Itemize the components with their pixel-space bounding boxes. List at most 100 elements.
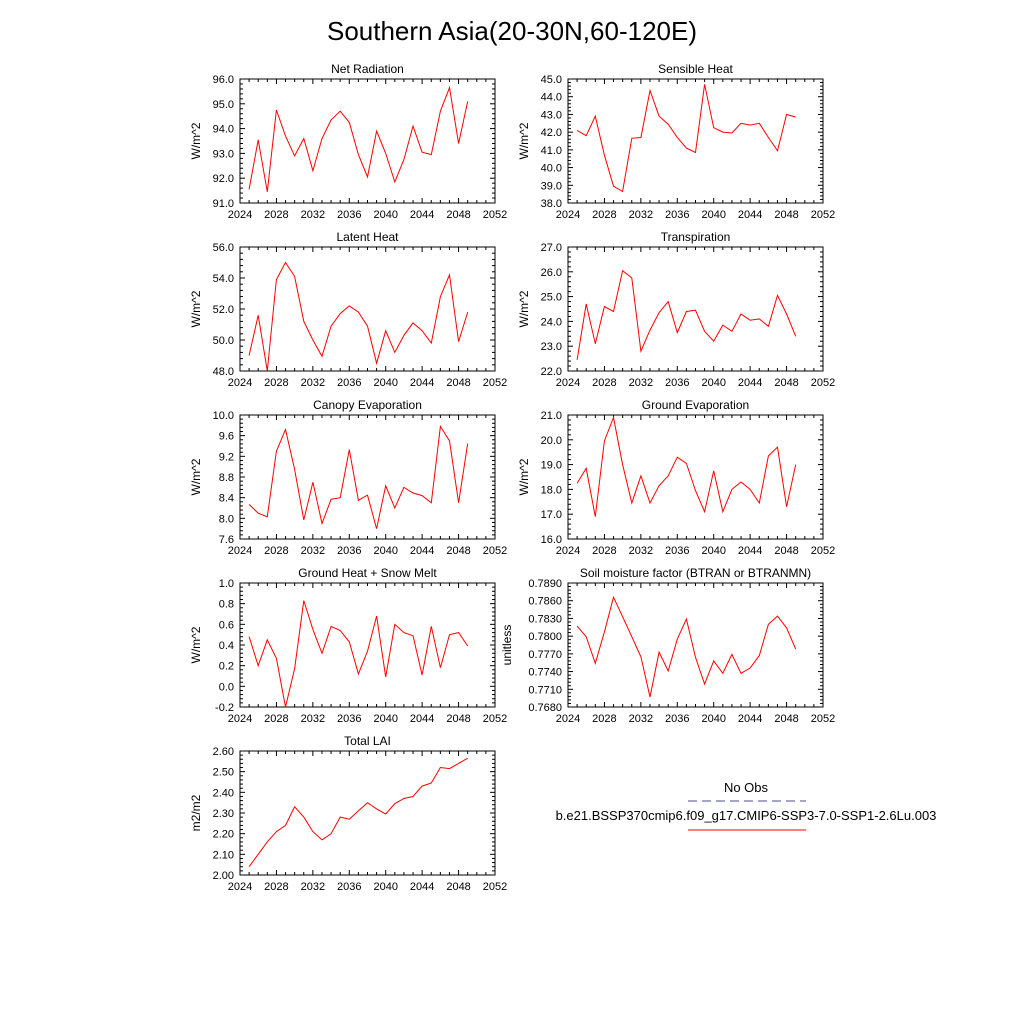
series-line — [248, 600, 469, 708]
legend: No Obs b.e21.BSSP370cmip6.f09_g17.CMIP6-… — [556, 780, 936, 831]
y-tick-label: 17.0 — [541, 509, 562, 521]
y-tick-label: 22.0 — [541, 366, 562, 378]
y-tick-label: 39.0 — [541, 180, 562, 192]
panel-sensible-heat: Sensible Heat 2024 2028 2032 2036 2040 2044 204… — [517, 62, 835, 221]
y-tick-label: 0.8 — [219, 599, 234, 611]
series-line — [576, 269, 797, 360]
x-tick-label: 2024 — [556, 713, 580, 725]
x-tick-label: 2052 — [483, 545, 507, 557]
x-tick-label: 2040 — [373, 545, 397, 557]
y-tick-label: 27.0 — [541, 242, 562, 254]
y-tick-label: 21.0 — [541, 410, 562, 422]
x-tick-label: 2032 — [629, 545, 653, 557]
y-axis-label: W/m^2 — [517, 290, 531, 327]
y-tick-label: 0.7770 — [528, 649, 562, 661]
y-tick-label: 1.0 — [219, 578, 234, 590]
panel-ground-heat-snow-melt: Ground Heat + Snow Melt 2024 2028 2032 2036 2… — [189, 566, 507, 725]
y-tick-label: 52.0 — [213, 304, 234, 316]
y-tick-label: 16.0 — [541, 534, 562, 546]
x-tick-label: 2036 — [337, 545, 361, 557]
y-tick-label: 50.0 — [213, 335, 234, 347]
series-line — [248, 757, 468, 867]
y-tick-label: 25.0 — [541, 292, 562, 304]
x-tick-label: 2048 — [774, 209, 798, 221]
x-tick-label: 2036 — [337, 713, 361, 725]
x-tick-label: 2044 — [738, 377, 762, 389]
y-tick-label: 43.0 — [541, 109, 562, 121]
y-axis-label: W/m^2 — [517, 458, 531, 495]
x-tick-label: 2040 — [373, 881, 397, 893]
x-tick-label: 2048 — [774, 377, 798, 389]
x-tick-label: 2040 — [701, 209, 725, 221]
y-tick-label: 95.0 — [213, 99, 234, 111]
y-tick-label: 24.0 — [541, 316, 562, 328]
y-tick-label: 96.0 — [213, 74, 234, 86]
y-tick-label: 2.60 — [213, 746, 234, 758]
plot-frame — [567, 414, 824, 540]
series-line — [248, 261, 469, 372]
y-axis-label: W/m^2 — [189, 626, 203, 663]
x-tick-label: 2048 — [446, 881, 470, 893]
x-tick-label: 2044 — [738, 209, 762, 221]
y-axis-label: m2/m2 — [189, 794, 203, 831]
x-tick-label: 2048 — [446, 377, 470, 389]
x-tick-label: 2028 — [592, 209, 616, 221]
y-tick-label: 0.7740 — [528, 667, 562, 679]
panel-transpiration: Transpiration 2024 2028 2032 2036 2040 2044 204… — [517, 230, 835, 389]
y-tick-label: 42.0 — [541, 127, 562, 139]
y-tick-label: 0.2 — [219, 661, 234, 673]
x-tick-label: 2028 — [264, 209, 288, 221]
plot-frame — [239, 750, 496, 876]
x-tick-label: 2044 — [410, 881, 434, 893]
x-tick-label: 2044 — [410, 377, 434, 389]
x-tick-label: 2036 — [337, 377, 361, 389]
panel-title: Transpiration — [661, 230, 731, 244]
x-tick-label: 2032 — [629, 377, 653, 389]
x-tick-label: 2036 — [665, 713, 689, 725]
x-tick-label: 2040 — [373, 377, 397, 389]
panel-net-radiation: Net Radiation 2024 2028 2032 2036 2040 2044 204… — [189, 62, 507, 221]
panel-total-lai: Total LAI 2024 2028 2032 2036 2040 2044 2048 205… — [189, 734, 507, 893]
x-tick-label: 2032 — [629, 713, 653, 725]
y-tick-label: 41.0 — [541, 145, 562, 157]
x-tick-label: 2052 — [811, 377, 835, 389]
panel-title: Net Radiation — [331, 62, 404, 76]
x-tick-label: 2040 — [701, 545, 725, 557]
panel-title: Latent Heat — [336, 230, 399, 244]
x-tick-label: 2048 — [446, 713, 470, 725]
x-tick-label: 2024 — [228, 713, 252, 725]
y-axis-label: W/m^2 — [517, 122, 531, 159]
y-axis-label: W/m^2 — [189, 122, 203, 159]
series-line — [576, 595, 797, 698]
y-tick-label: 26.0 — [541, 267, 562, 279]
x-tick-label: 2032 — [301, 881, 325, 893]
y-tick-label: 20.0 — [541, 435, 562, 447]
x-tick-label: 2052 — [811, 545, 835, 557]
y-tick-label: 8.4 — [219, 493, 234, 505]
x-tick-label: 2024 — [556, 377, 580, 389]
y-tick-label: 7.6 — [219, 534, 234, 546]
series-line — [248, 85, 469, 192]
panel-canopy-evaporation: Canopy Evaporation 2024 2028 2032 2036 2040 20… — [189, 398, 507, 557]
y-tick-label: 9.6 — [219, 431, 234, 443]
x-tick-label: 2032 — [301, 209, 325, 221]
y-tick-label: 0.7890 — [528, 578, 562, 590]
plot-frame — [239, 582, 496, 708]
x-tick-label: 2024 — [556, 209, 580, 221]
x-tick-label: 2052 — [483, 713, 507, 725]
x-tick-label: 2032 — [301, 713, 325, 725]
x-tick-label: 2048 — [446, 545, 470, 557]
x-tick-label: 2040 — [373, 209, 397, 221]
panel-ground-evaporation: Ground Evaporation 2024 2028 2032 2036 2040 20… — [517, 398, 835, 557]
x-tick-label: 2028 — [264, 545, 288, 557]
y-tick-label: 94.0 — [213, 124, 234, 136]
x-tick-label: 2044 — [738, 713, 762, 725]
y-tick-label: 2.40 — [213, 787, 234, 799]
y-tick-label: 0.7710 — [528, 684, 562, 696]
plot-frame — [239, 414, 496, 540]
y-tick-label: 2.00 — [213, 870, 234, 882]
panel-title: Total LAI — [344, 734, 391, 748]
panel-soil-moisture-factor-btran-or-btranmn: Soil moisture factor (BTRAN or BTRANMN) 2… — [500, 566, 835, 725]
x-tick-label: 2028 — [592, 713, 616, 725]
panel-title: Sensible Heat — [658, 62, 733, 76]
